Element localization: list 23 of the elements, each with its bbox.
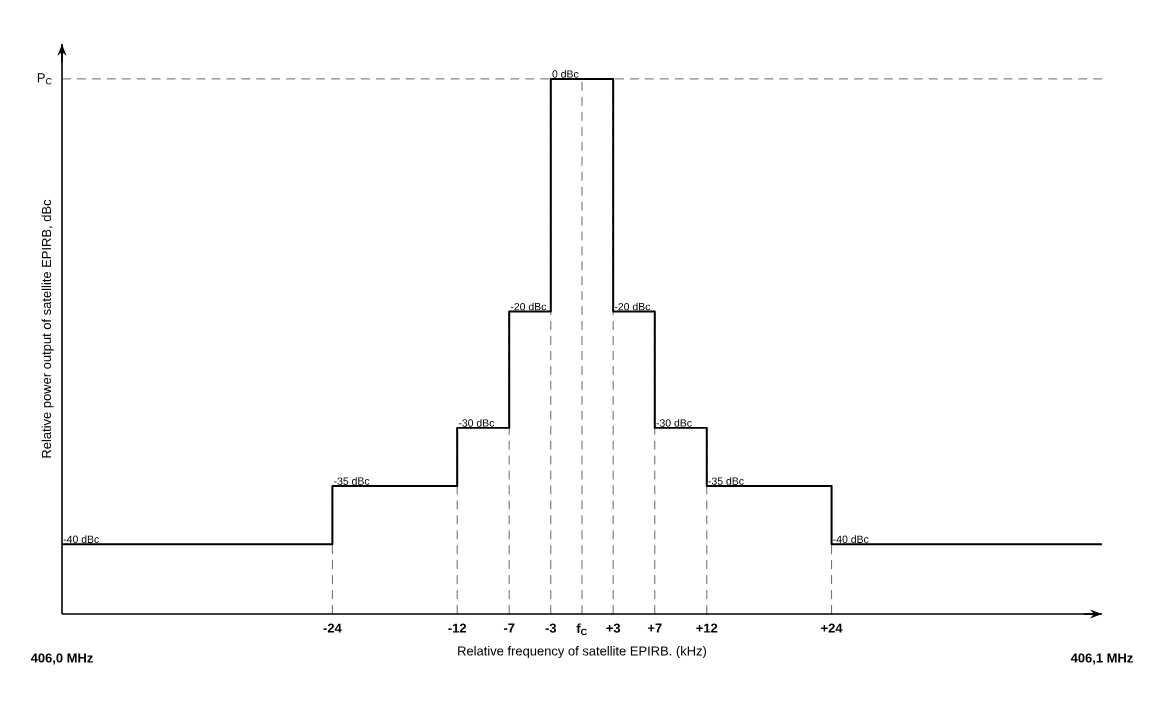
x-tick-label: f$_{C}$ — [576, 623, 587, 636]
data-label: -30 dBc — [458, 419, 495, 427]
x-tick-label: -12 — [448, 623, 467, 633]
text: 406,0 MHz — [30, 653, 93, 665]
x-tick-label: +12 — [696, 623, 718, 633]
data-label: -20 dBc — [614, 302, 651, 311]
x-tick-label: -3 — [545, 623, 557, 633]
y-axis-title: Relative power output of satellite EPIRB, dBc — [41, 199, 54, 458]
data-label: -20 dBc — [510, 302, 547, 311]
x-tick-label: +24 — [821, 623, 843, 633]
x-tick-label: +3 — [606, 623, 621, 633]
data-label: -40 dBc — [63, 535, 99, 544]
text: P$_{C}$ — [37, 73, 52, 85]
data-label: -35 dBc — [708, 477, 744, 485]
text: 406,1 MHz — [1070, 653, 1133, 665]
x-tick-label: -24 — [323, 623, 342, 633]
x-tick-label: -7 — [503, 623, 515, 633]
x-tick-label: +7 — [647, 623, 662, 633]
data-label: -30 dBc — [656, 419, 692, 427]
data-label: 0 dBc — [552, 70, 579, 78]
data-label: -35 dBc — [334, 477, 370, 485]
x-axis-title: Relative frequency of satellite EPIRB. (kHz) — [458, 646, 707, 659]
data-label: -40 dBc — [833, 535, 869, 544]
